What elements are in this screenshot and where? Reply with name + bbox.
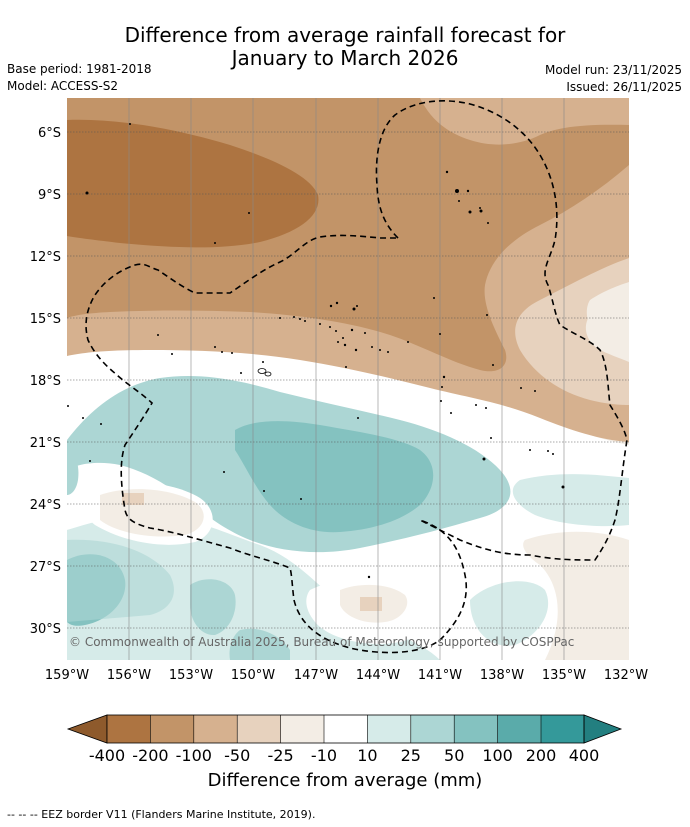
colorbar-tick: 25	[401, 746, 421, 765]
eez-border	[85, 100, 628, 654]
colorbar-swatch	[237, 715, 281, 743]
islands	[67, 123, 565, 579]
lat-label: 6°S	[38, 126, 61, 141]
colorbar-tick: 200	[526, 746, 557, 765]
eez-legend-note: -- -- -- EEZ border V11 (Flanders Marine…	[7, 808, 316, 821]
lat-label: 18°S	[30, 374, 61, 389]
colorbar-label: Difference from average (mm)	[207, 770, 483, 791]
issued-date: Issued: 26/11/2025	[566, 80, 682, 94]
colorbar-swatch	[410, 715, 455, 743]
lat-label: 27°S	[30, 560, 61, 575]
lon-label: 147°W	[294, 668, 338, 683]
colorbar-swatch	[193, 715, 238, 743]
lat-label: 15°S	[30, 312, 61, 327]
colorbar-tick: -10	[311, 746, 337, 765]
colorbar-tick: -200	[132, 746, 168, 765]
colorbar-swatch	[583, 714, 623, 744]
model-run: Model run: 23/11/2025	[544, 63, 682, 77]
lon-label: 135°W	[542, 668, 586, 683]
colorbar-tick: 100	[482, 746, 513, 765]
lon-label: 153°W	[169, 668, 213, 683]
lon-label: 159°W	[45, 668, 89, 683]
rainfall-contours	[67, 98, 629, 660]
colorbar-swatch	[280, 715, 324, 743]
lat-label: 30°S	[30, 622, 61, 637]
colorbar: -400 -200 -100 -50 -25 -10 10 25 50 100 …	[66, 714, 623, 765]
map-gridlines	[67, 131, 629, 629]
base-period: Base period: 1981-2018	[7, 62, 152, 76]
lon-label: 138°W	[480, 668, 524, 683]
lat-label: 24°S	[30, 498, 61, 513]
colorbar-tick: -400	[89, 746, 125, 765]
lon-label: 144°W	[356, 668, 400, 683]
model-name: Model: ACCESS-S2	[7, 79, 119, 93]
colorbar-swatch	[66, 714, 108, 744]
lon-label: 141°W	[418, 668, 462, 683]
lat-label: 21°S	[30, 436, 61, 451]
colorbar-swatch	[497, 715, 541, 743]
colorbar-swatch	[541, 715, 584, 743]
copyright-notice: © Commonwealth of Australia 2025, Bureau…	[69, 635, 574, 649]
title-line-2: January to March 2026	[231, 46, 459, 70]
lon-label: 150°W	[231, 668, 275, 683]
colorbar-swatch	[150, 715, 194, 743]
lat-label: 12°S	[30, 250, 61, 265]
lon-label: 132°W	[604, 668, 648, 683]
colorbar-tick: 10	[357, 746, 377, 765]
contour-mid-teal	[235, 421, 434, 533]
colorbar-tick: 50	[444, 746, 464, 765]
title-line-1: Difference from average rainfall forecas…	[124, 23, 566, 47]
lat-label: 9°S	[38, 188, 61, 203]
colorbar-swatch	[367, 715, 411, 743]
contour-dark-brown	[67, 119, 319, 248]
colorbar-tick: 400	[569, 746, 600, 765]
colorbar-tick: -100	[176, 746, 212, 765]
colorbar-tick: -25	[268, 746, 294, 765]
colorbar-swatch	[324, 715, 368, 743]
colorbar-tick: -50	[224, 746, 250, 765]
colorbar-swatch	[107, 715, 151, 743]
colorbar-swatch	[454, 715, 498, 743]
lon-label: 156°W	[107, 668, 151, 683]
page-title: Difference from average rainfall forecas…	[0, 24, 690, 70]
